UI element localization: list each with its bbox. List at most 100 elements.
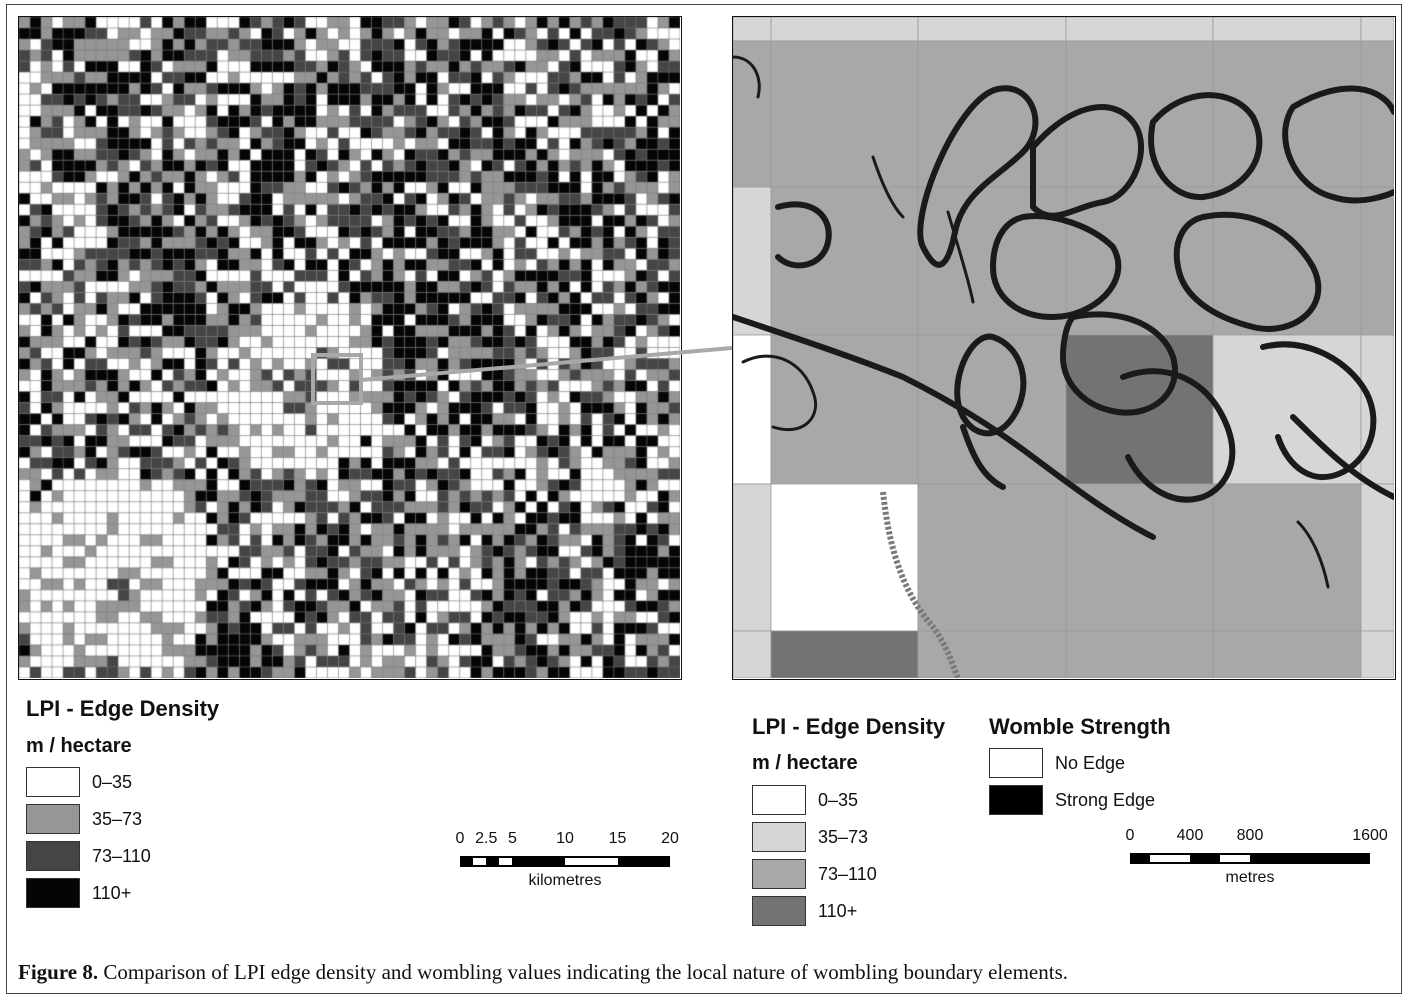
womble-boundaries-weak xyxy=(733,55,1330,589)
scale-tick-label: 0 xyxy=(1125,827,1135,844)
inset-density-cells xyxy=(733,17,1395,679)
inset-density-cell xyxy=(733,483,772,632)
womble-boundary-line xyxy=(1296,520,1330,589)
left-legend-item: 73–110 xyxy=(26,841,151,871)
regional-edge-density-map xyxy=(18,16,682,680)
left-legend-label: 0–35 xyxy=(92,771,133,792)
inset-density-cell xyxy=(733,17,772,42)
womble-legend-title: Womble Strength xyxy=(989,714,1171,739)
womble-boundary-line xyxy=(1260,341,1377,480)
inset-density-cell xyxy=(1065,17,1214,42)
scale-tick-label: 10 xyxy=(556,830,574,847)
womble-legend-label: No Edge xyxy=(1055,752,1126,773)
zoomed-inset-map xyxy=(732,16,1396,680)
womble-boundary-loop xyxy=(954,333,1027,437)
inset-density-cell xyxy=(1360,17,1395,42)
inset-density-cell xyxy=(1065,186,1214,336)
left-legend-label: 73–110 xyxy=(92,845,151,866)
right-legend-item: 73–110 xyxy=(752,859,877,889)
right-legend-swatch xyxy=(752,785,806,815)
left-legend-swatch xyxy=(26,841,80,871)
inset-density-cell xyxy=(1212,483,1362,632)
left-legend-label: 35–73 xyxy=(92,808,143,829)
caption-label: Figure 8. xyxy=(18,960,99,984)
womble-boundary-line xyxy=(733,55,761,99)
left-legend-item: 110+ xyxy=(26,878,131,908)
right-legend-item: 0–35 xyxy=(752,785,858,815)
scale-tick-label: 5 xyxy=(508,830,517,847)
scale-bar-segment xyxy=(1149,855,1190,862)
scale-tick-label: 400 xyxy=(1176,827,1204,844)
left-legend-item: 0–35 xyxy=(26,767,132,797)
womble-boundary-line xyxy=(733,314,1156,540)
womble-boundary-loop xyxy=(1060,311,1178,416)
inset-density-cell xyxy=(1360,630,1395,679)
womble-boundary-line xyxy=(1290,414,1395,500)
scale-tick-label: 1600 xyxy=(1352,827,1388,844)
womble-boundary-loop xyxy=(917,85,1039,268)
womble-legend-item: Strong Edge xyxy=(989,785,1155,815)
scale-bar-segment xyxy=(565,858,618,865)
left-legend-label: 110+ xyxy=(92,882,132,903)
right-legend-label: 35–73 xyxy=(818,826,869,847)
left-legend-swatch xyxy=(26,767,80,797)
inset-womble-map xyxy=(733,17,1395,679)
scale-tick-label: 15 xyxy=(608,830,627,847)
figure-caption: Figure 8. Comparison of LPI edge density… xyxy=(18,960,1068,985)
womble-boundary-line xyxy=(741,354,818,432)
right-legend-title: LPI - Edge Density xyxy=(752,714,946,739)
scale-tick-label: 800 xyxy=(1236,827,1264,844)
right-legend-swatch xyxy=(752,896,806,926)
inset-density-cell xyxy=(1065,630,1214,679)
womble-boundary-line xyxy=(946,210,975,304)
inset-density-cell xyxy=(1212,630,1362,679)
right-legend-swatch xyxy=(752,822,806,852)
scale-unit-label: kilometres xyxy=(528,872,602,889)
edge-density-grid xyxy=(19,17,680,678)
womble-boundary-loop xyxy=(1030,104,1145,219)
inset-density-cell xyxy=(733,186,772,336)
left-legend-item: 35–73 xyxy=(26,804,142,834)
inset-density-cell xyxy=(1360,334,1395,485)
right-legend-label: 110+ xyxy=(818,900,858,921)
inset-density-cell xyxy=(770,630,919,679)
womble-legend-swatch xyxy=(989,748,1043,778)
scale-unit-label: metres xyxy=(1225,869,1275,886)
right-legend-unit: m / hectare xyxy=(752,752,858,774)
right-legend-label: 0–35 xyxy=(818,789,859,810)
scale-tick-label: 20 xyxy=(661,830,679,847)
left-scale-bar: 0 2.5 5 10 15 20 kilometres xyxy=(456,828,679,898)
inset-density-cell xyxy=(917,630,1067,679)
womble-boundary-line xyxy=(1282,85,1395,204)
right-legend-swatch xyxy=(752,859,806,889)
inset-density-cell xyxy=(770,186,919,336)
womble-legend-label: Strong Edge xyxy=(1055,789,1156,810)
inset-density-cell xyxy=(733,630,772,679)
scale-bar-track xyxy=(1130,853,1370,864)
inset-density-cell xyxy=(1360,40,1395,188)
womble-boundary-loop xyxy=(1148,92,1263,201)
womble-boundary-line xyxy=(775,201,832,269)
womble-boundary-loop xyxy=(990,213,1122,320)
scale-bar-segment xyxy=(1220,855,1250,862)
inset-density-cell xyxy=(917,334,1067,485)
caption-text: Comparison of LPI edge density and wombl… xyxy=(98,960,1068,984)
inset-density-cell xyxy=(770,17,919,42)
left-legend-swatch xyxy=(26,878,80,908)
inset-density-cell xyxy=(1065,483,1214,632)
left-legend-swatch xyxy=(26,804,80,834)
inset-density-cell xyxy=(1212,17,1362,42)
right-legend-item: 110+ xyxy=(752,896,857,926)
scale-bar-segment xyxy=(472,858,487,865)
scale-tick-label: 0 xyxy=(455,830,465,847)
inset-density-cell xyxy=(1212,186,1362,336)
right-scale-bar: 0 400 800 1600 metres xyxy=(1126,825,1388,895)
inset-density-cell xyxy=(770,40,919,188)
inset-density-cell xyxy=(917,40,1067,188)
womble-boundaries xyxy=(733,85,1395,540)
inset-density-cell xyxy=(733,40,772,188)
right-legend-label: 73–110 xyxy=(818,863,877,884)
womble-boundary-line xyxy=(960,424,1006,490)
inset-density-cell xyxy=(917,483,1067,632)
womble-boundary-line xyxy=(871,155,905,219)
